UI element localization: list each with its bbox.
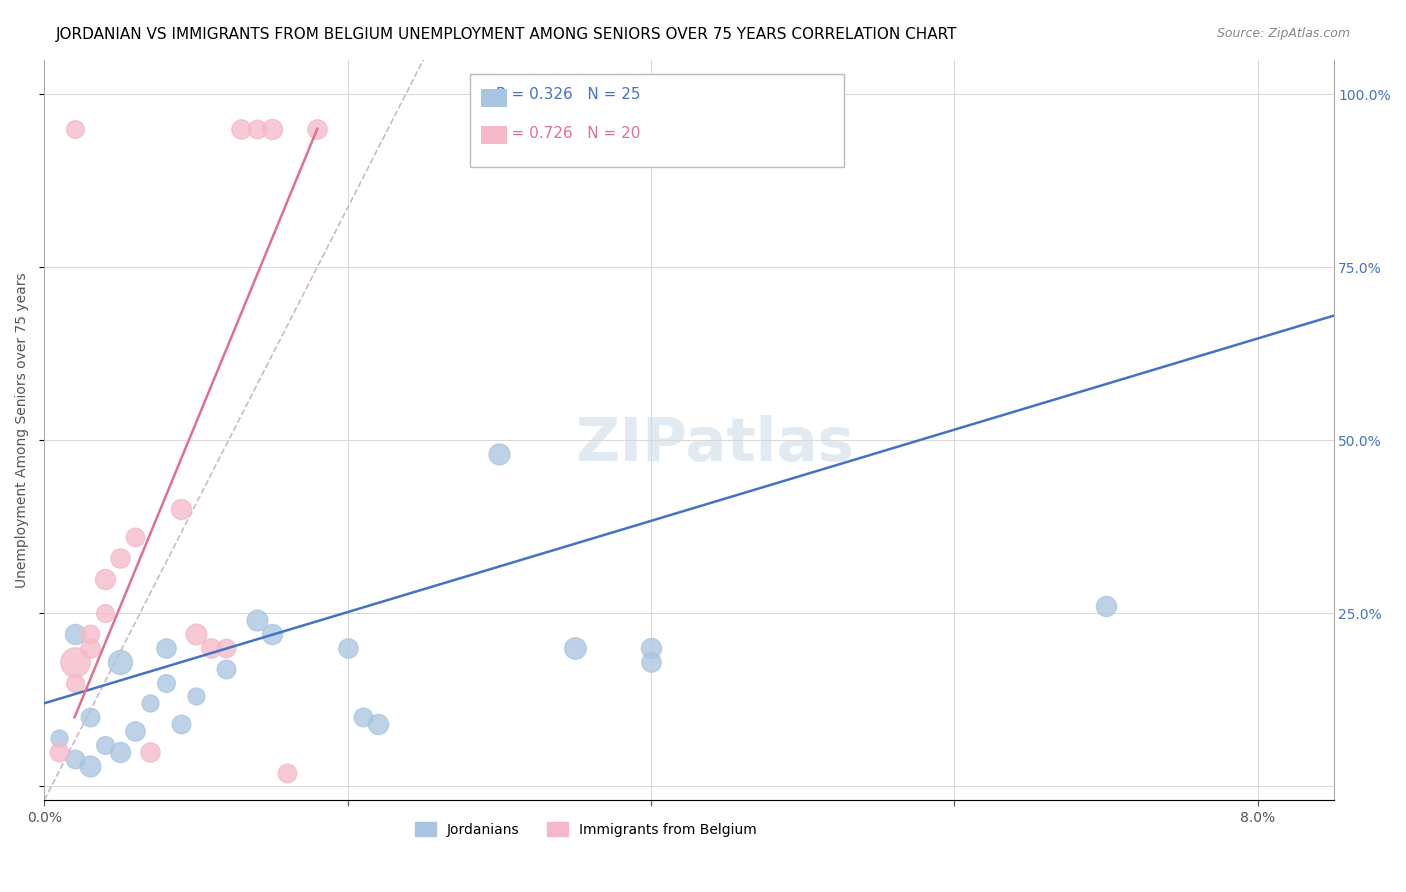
Point <box>108 550 131 565</box>
Point <box>307 121 329 136</box>
Point <box>139 745 162 759</box>
Point <box>260 121 283 136</box>
Point <box>79 758 101 772</box>
FancyBboxPatch shape <box>481 89 508 107</box>
Point <box>260 627 283 641</box>
Point <box>640 640 662 655</box>
Point <box>63 655 86 669</box>
Point <box>155 675 177 690</box>
Point <box>63 675 86 690</box>
Point <box>246 121 269 136</box>
Point <box>124 530 146 544</box>
Point <box>640 655 662 669</box>
Point <box>200 640 222 655</box>
Point <box>352 710 374 724</box>
Point <box>63 121 86 136</box>
Point <box>94 738 117 752</box>
Legend: Jordanians, Immigrants from Belgium: Jordanians, Immigrants from Belgium <box>406 814 765 845</box>
Text: JORDANIAN VS IMMIGRANTS FROM BELGIUM UNEMPLOYMENT AMONG SENIORS OVER 75 YEARS CO: JORDANIAN VS IMMIGRANTS FROM BELGIUM UNE… <box>56 27 957 42</box>
Point <box>336 640 359 655</box>
FancyBboxPatch shape <box>470 74 844 167</box>
Point <box>564 640 586 655</box>
Point <box>367 717 389 731</box>
Text: Source: ZipAtlas.com: Source: ZipAtlas.com <box>1216 27 1350 40</box>
Point <box>155 640 177 655</box>
Point <box>94 607 117 621</box>
Point <box>215 662 238 676</box>
Point <box>48 731 70 745</box>
Point <box>488 447 510 461</box>
Y-axis label: Unemployment Among Seniors over 75 years: Unemployment Among Seniors over 75 years <box>15 272 30 588</box>
Point <box>63 752 86 766</box>
Point <box>170 502 193 516</box>
Text: R = 0.326   N = 25: R = 0.326 N = 25 <box>495 87 640 102</box>
Point <box>63 627 86 641</box>
FancyBboxPatch shape <box>481 127 508 144</box>
Point <box>231 121 253 136</box>
Point <box>94 572 117 586</box>
Point <box>139 696 162 710</box>
Text: ZIPatlas: ZIPatlas <box>575 415 855 475</box>
Point <box>215 640 238 655</box>
Point <box>108 745 131 759</box>
Point <box>184 690 207 704</box>
Point <box>124 723 146 738</box>
Point <box>276 765 298 780</box>
Point <box>108 655 131 669</box>
Point <box>79 640 101 655</box>
Point <box>79 710 101 724</box>
Point <box>246 613 269 627</box>
Point <box>1095 599 1118 614</box>
Point <box>79 627 101 641</box>
Point <box>170 717 193 731</box>
Text: R = 0.726   N = 20: R = 0.726 N = 20 <box>495 127 640 141</box>
Point <box>184 627 207 641</box>
Point <box>48 745 70 759</box>
